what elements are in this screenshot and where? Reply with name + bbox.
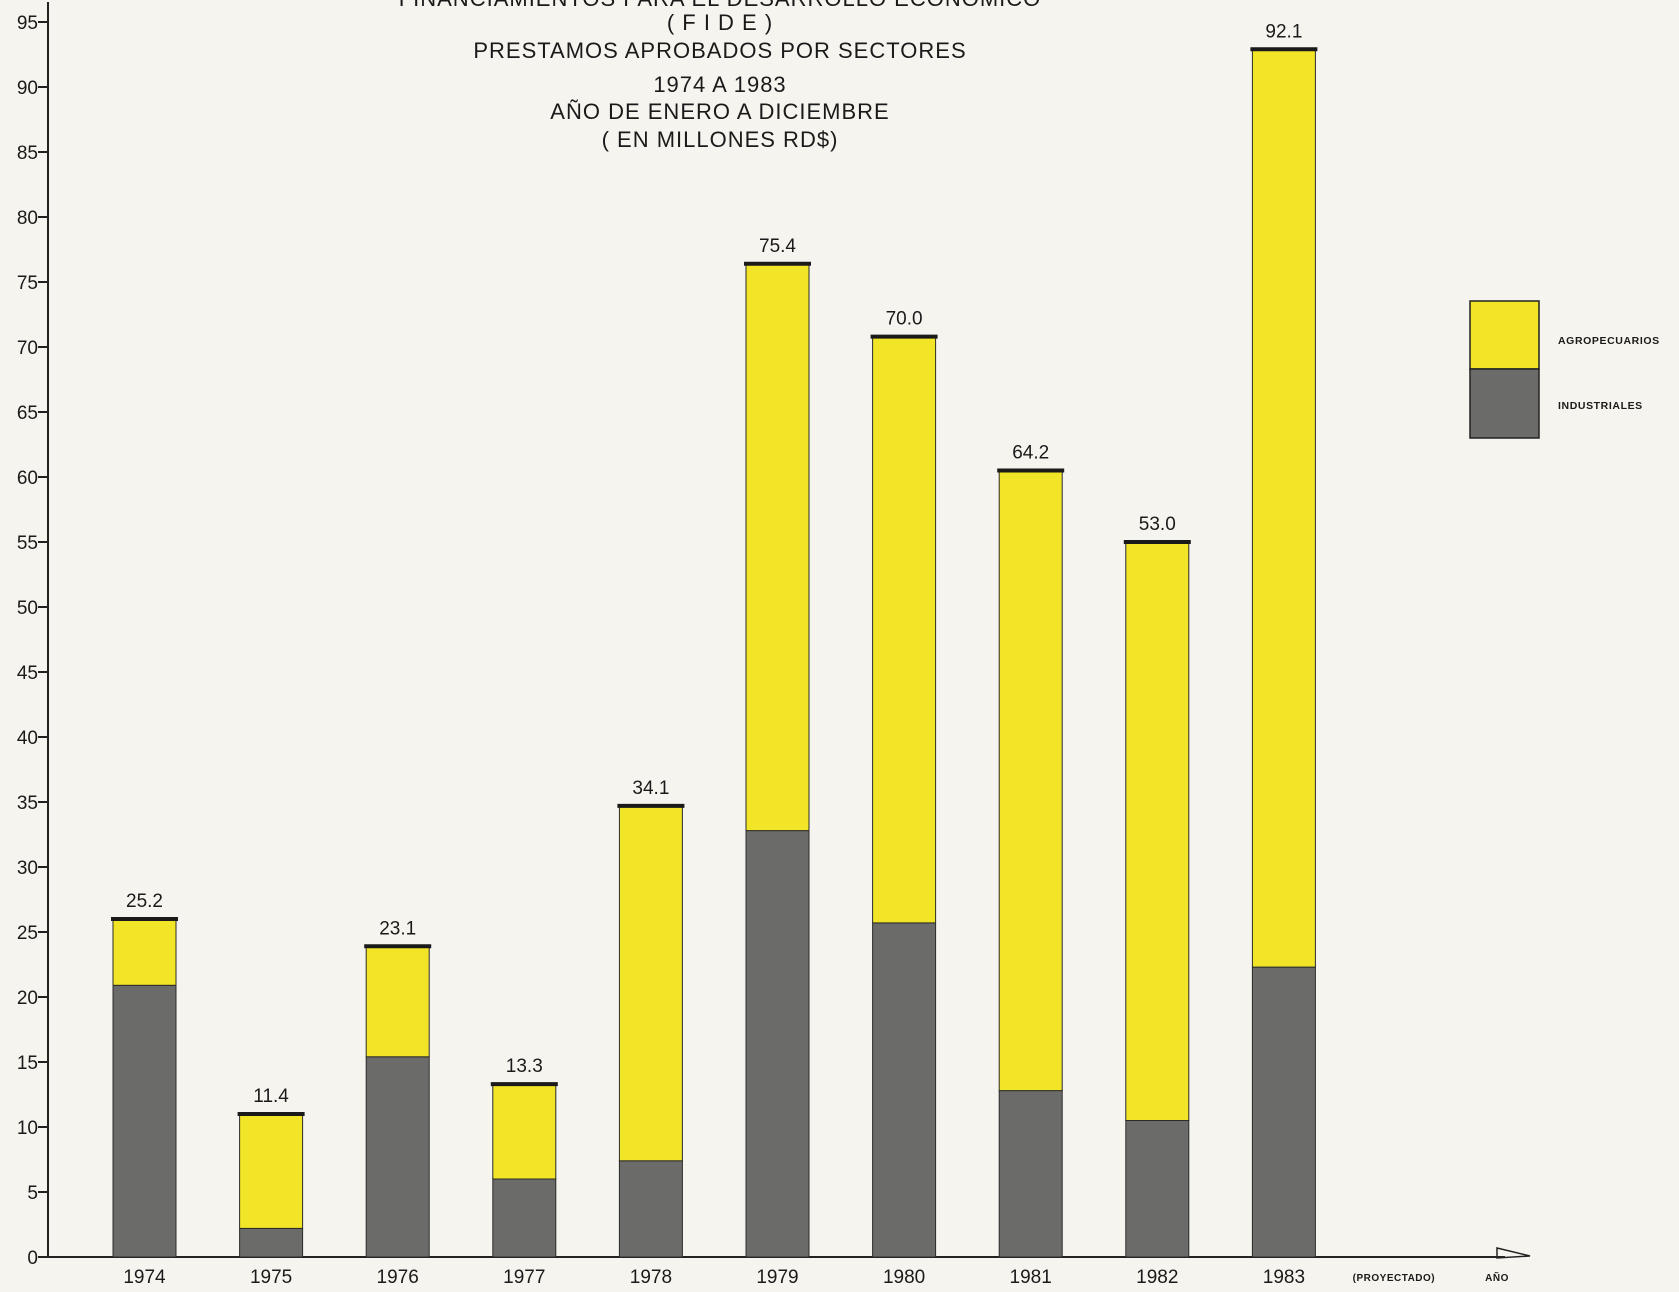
bar-total-label-1977: 13.3	[506, 1056, 543, 1077]
y-tick-label: 90	[17, 78, 38, 99]
bar-total-label-1979: 75.4	[759, 236, 796, 257]
y-tick-label: 75	[17, 273, 38, 294]
y-tick-label: 15	[17, 1053, 38, 1074]
y-tick-label: 60	[17, 468, 38, 489]
bar-agropecuarios-1974	[112, 918, 177, 986]
legend-label-industriales: INDUSTRIALES	[1558, 400, 1643, 412]
legend-swatch-industriales	[1469, 368, 1540, 439]
y-tick-label: 65	[17, 403, 38, 424]
bar-industriales-1974	[112, 984, 177, 1258]
bar-agropecuarios-1980	[872, 336, 937, 924]
x-tick-label-1976: 1976	[377, 1267, 419, 1287]
y-tick-label: 55	[17, 533, 38, 554]
bar-agropecuarios-1977	[492, 1083, 557, 1180]
chart-title: FINANCIAMIENTOS PARA EL DESARROLLO ECONO…	[399, 0, 1042, 152]
y-tick-label: 95	[17, 13, 38, 34]
bar-agropecuarios-1981	[998, 470, 1063, 1092]
bar-industriales-1981	[998, 1090, 1063, 1258]
bar-agropecuarios-1978	[618, 805, 683, 1162]
bar-industriales-1976	[365, 1056, 430, 1258]
bar-industriales-1978	[618, 1160, 683, 1258]
chart-title-line-1: FINANCIAMIENTOS PARA EL DESARROLLO ECONO…	[399, 0, 1042, 11]
legend-label-agropecuarios: AGROPECUARIOS	[1558, 335, 1660, 347]
bar-industriales-1980	[872, 922, 937, 1258]
y-tick-label: 25	[17, 923, 38, 944]
bar-total-label-1976: 23.1	[379, 918, 416, 939]
x-axis-labels: 1974 1975 1976 1977 1978 1979 1980 1981 1982 1983…	[123, 1267, 1509, 1288]
x-axis-label: AÑO	[1485, 1271, 1509, 1284]
y-tick-label: 50	[17, 598, 38, 619]
bar-total-label-1983: 92.1	[1265, 21, 1302, 42]
bar-agropecuarios-1976	[365, 945, 430, 1058]
bar-total-label-1974: 25.2	[126, 891, 163, 912]
y-tick-label: 40	[17, 728, 38, 749]
y-tick-label: 5	[27, 1183, 38, 1204]
bar-total-label-1975: 11.4	[253, 1086, 289, 1107]
projected-note: (PROYECTADO)	[1353, 1273, 1435, 1284]
x-tick-label-1977: 1977	[503, 1267, 545, 1287]
legend-swatch-agropecuarios	[1469, 300, 1540, 370]
x-tick-label-1978: 1978	[630, 1267, 672, 1287]
bar-total-label-1982: 53.0	[1139, 514, 1176, 535]
y-tick-label: 70	[17, 338, 38, 359]
chart-title-line-5: AÑO DE ENERO A DICIEMBRE	[550, 99, 889, 124]
chart-title-line-2: ( F I D E )	[667, 10, 773, 35]
bar-industriales-1982	[1125, 1120, 1190, 1258]
chart-title-line-6: ( EN MILLONES RD$)	[602, 127, 839, 152]
bar-industriales-1977	[492, 1178, 557, 1258]
x-tick-label-1983: 1983	[1263, 1267, 1305, 1287]
x-tick-label-1981: 1981	[1010, 1267, 1052, 1287]
x-axis-arrow	[1496, 1247, 1531, 1259]
bar-total-label-1978: 34.1	[632, 778, 669, 799]
x-tick-label-1974: 1974	[123, 1267, 166, 1287]
bar-industriales-1975	[239, 1227, 304, 1258]
y-tick-label: 20	[17, 988, 38, 1009]
bar-agropecuarios-1975	[239, 1113, 304, 1229]
y-tick-label: 30	[17, 858, 38, 879]
x-tick-label-1980: 1980	[883, 1267, 925, 1287]
y-tick-label: 85	[17, 143, 38, 164]
x-tick-label-1982: 1982	[1136, 1267, 1178, 1287]
y-tick-label: 10	[17, 1118, 38, 1139]
x-tick-label-1979: 1979	[756, 1267, 798, 1287]
y-tick-label: 45	[17, 663, 38, 684]
x-tick-label-1975: 1975	[250, 1267, 292, 1287]
bar-industriales-1979	[745, 830, 810, 1258]
legend: AGROPECUARIOS INDUSTRIALES	[1469, 300, 1660, 439]
bar-agropecuarios-1979	[745, 263, 810, 832]
y-tick-label: 35	[17, 793, 38, 814]
bar-industriales-1983	[1251, 966, 1316, 1258]
chart-title-line-3: PRESTAMOS APROBADOS POR SECTORES	[473, 38, 966, 63]
bars: 25.2 11.4 23.1 13.3 34.1 75.4 70.0 64.2 53.0 92.1	[111, 21, 1318, 1258]
bar-agropecuarios-1983	[1251, 48, 1316, 968]
bar-total-label-1981: 64.2	[1012, 443, 1049, 464]
y-tick-label: 80	[17, 208, 38, 229]
bar-total-label-1980: 70.0	[886, 309, 923, 330]
bar-agropecuarios-1982	[1125, 541, 1190, 1121]
chart-title-line-4: 1974 A 1983	[653, 72, 786, 97]
y-tick-label: 0	[27, 1248, 38, 1269]
